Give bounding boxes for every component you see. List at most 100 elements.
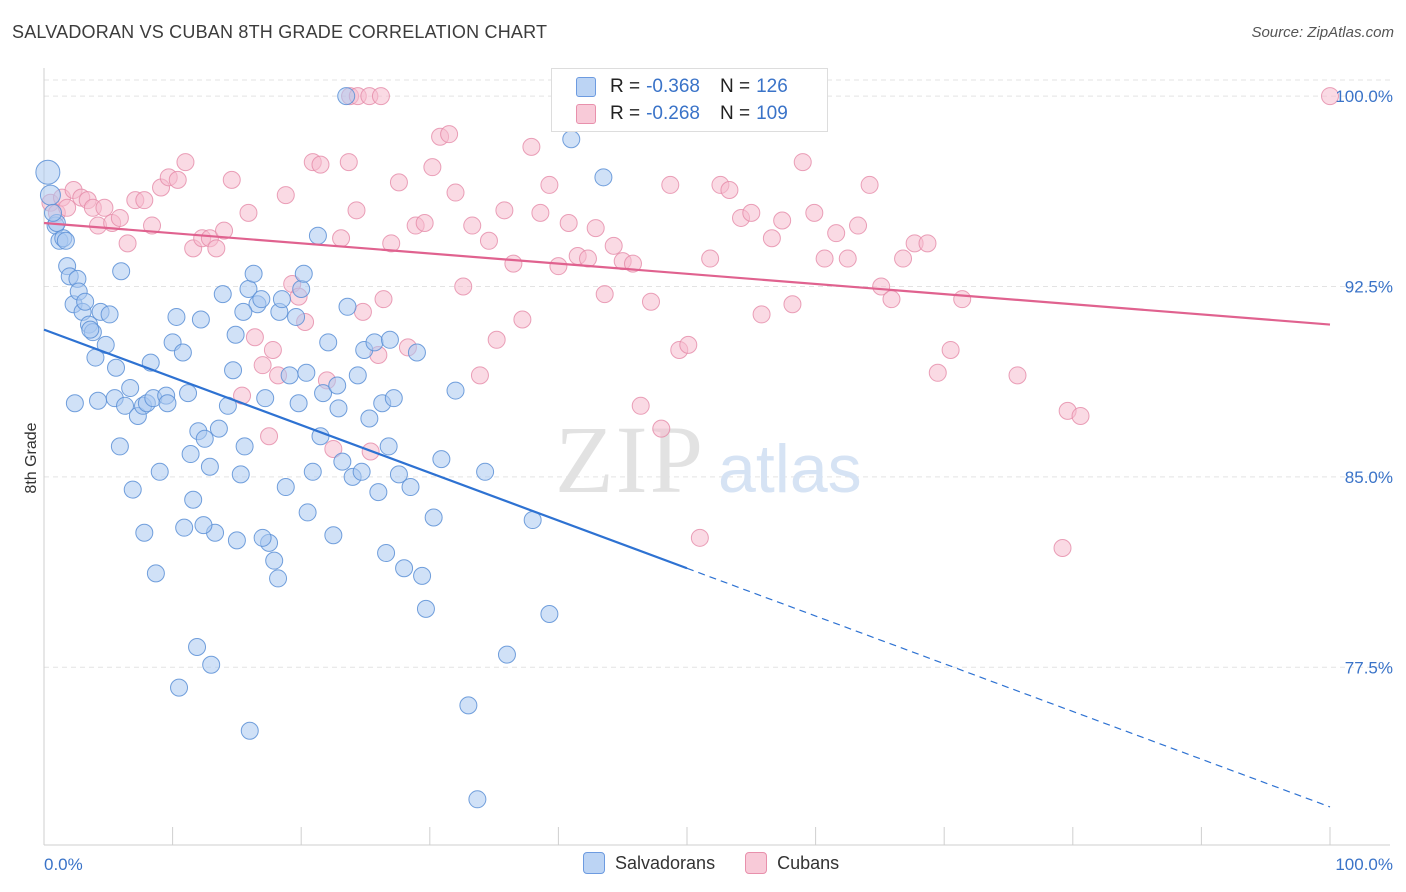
salvadoran-point bbox=[289, 394, 308, 413]
salvadoran-point bbox=[280, 366, 299, 385]
salvadoran-point bbox=[110, 437, 129, 456]
cuban-point bbox=[773, 211, 792, 230]
legend-item-salvadorans[interactable]: Salvadorans bbox=[583, 852, 715, 874]
cuban-point bbox=[143, 216, 162, 235]
cuban-point bbox=[1071, 406, 1090, 425]
salvadoran-point bbox=[328, 376, 347, 395]
cuban-point bbox=[701, 249, 720, 268]
salvadoran-point bbox=[200, 457, 219, 476]
cuban-point bbox=[263, 340, 282, 359]
cuban-point bbox=[793, 153, 812, 172]
salvadoran-point bbox=[540, 604, 559, 623]
cuban-point bbox=[586, 219, 605, 238]
cuban-point bbox=[882, 290, 901, 309]
legend-r-label: R = bbox=[610, 103, 641, 124]
cuban-point bbox=[168, 170, 187, 189]
salvadoran-point bbox=[365, 333, 384, 352]
salvadoran-point bbox=[395, 559, 414, 578]
cuban-point bbox=[872, 277, 891, 296]
cuban-point bbox=[679, 335, 698, 354]
cuban-point bbox=[513, 310, 532, 329]
cuban-point bbox=[661, 175, 680, 194]
salvadoran-point bbox=[107, 358, 126, 377]
cuban-point bbox=[815, 249, 834, 268]
cuban-point bbox=[752, 305, 771, 324]
cuban-point bbox=[623, 254, 642, 273]
salvadoran-point bbox=[256, 389, 275, 408]
salvadoran-point bbox=[35, 159, 61, 185]
y-tick-label: 100.0% bbox=[1335, 87, 1393, 106]
legend-item-cubans[interactable]: Cubans bbox=[745, 852, 839, 874]
legend-row-cubans: R = -0.268 N = 109 bbox=[576, 102, 788, 126]
salvadoran-point bbox=[44, 203, 63, 222]
cuban-point bbox=[641, 292, 660, 311]
cuban-point bbox=[742, 203, 761, 222]
cuban-point bbox=[631, 396, 650, 415]
cuban-point bbox=[860, 175, 879, 194]
salvadoran-point bbox=[195, 429, 214, 448]
legend-swatch-salvadorans bbox=[576, 77, 596, 97]
salvadoran-point bbox=[303, 462, 322, 481]
salvadoran-point bbox=[100, 305, 119, 324]
salvadoran-point bbox=[184, 490, 203, 509]
cuban-point bbox=[827, 224, 846, 243]
cuban-point bbox=[245, 328, 264, 347]
watermark: ZIP atlas bbox=[555, 406, 862, 513]
cuban-point bbox=[374, 290, 393, 309]
salvadoran-point bbox=[308, 226, 327, 245]
cuban-point bbox=[176, 153, 195, 172]
cuban-point bbox=[389, 173, 408, 192]
salvadoran-point bbox=[379, 437, 398, 456]
cuban-point bbox=[332, 229, 351, 248]
salvadoran-point bbox=[380, 330, 399, 349]
salvadoran-point bbox=[253, 528, 272, 547]
legend-r-label: R = bbox=[610, 76, 641, 97]
salvadoran-point bbox=[329, 399, 348, 418]
salvadoran-point bbox=[352, 462, 371, 481]
salvadoran-point bbox=[116, 396, 135, 415]
legend-r-value: -0.368 bbox=[646, 76, 700, 97]
cuban-point bbox=[549, 257, 568, 276]
cuban-point bbox=[720, 181, 739, 200]
source-label: Source: ZipAtlas.com bbox=[1251, 24, 1394, 41]
cuban-point bbox=[463, 216, 482, 235]
salvadoran-point bbox=[39, 184, 61, 206]
salvadoran-point bbox=[123, 480, 142, 499]
salvadoran-point bbox=[265, 551, 284, 570]
salvadoran-point bbox=[231, 465, 250, 484]
legend-r-value: -0.268 bbox=[646, 103, 700, 124]
salvadoran-point bbox=[112, 262, 131, 281]
cuban-point bbox=[423, 158, 442, 177]
cuban-point bbox=[604, 236, 623, 255]
cuban-point bbox=[487, 330, 506, 349]
salvadoran-point bbox=[297, 363, 316, 382]
cuban-point bbox=[324, 439, 343, 458]
salvadoran-point bbox=[497, 645, 516, 664]
salvadoran-point bbox=[377, 544, 396, 563]
y-tick-label: 92.5% bbox=[1345, 277, 1393, 296]
salvadoran-point bbox=[269, 569, 288, 588]
cuban-point bbox=[762, 229, 781, 248]
salvadoran-point bbox=[324, 526, 343, 545]
salvadoran-point bbox=[272, 290, 291, 309]
salvadoran-point bbox=[319, 333, 338, 352]
salvadoran-point bbox=[446, 381, 465, 400]
salvadoran-point bbox=[146, 564, 165, 583]
salvadoran-point bbox=[333, 452, 352, 471]
legend-label-salvadorans: Salvadorans bbox=[615, 852, 716, 873]
cuban-point bbox=[495, 201, 514, 220]
salvadoran-point bbox=[294, 264, 313, 283]
cuban-point bbox=[652, 419, 671, 438]
trend-lines bbox=[43, 221, 1331, 808]
salvadoran-point bbox=[348, 366, 367, 385]
salvadoran-points bbox=[35, 87, 613, 809]
gridlines bbox=[44, 79, 1390, 668]
legend-swatch-cubans bbox=[576, 104, 596, 124]
salvadoran-point bbox=[337, 87, 356, 106]
salvadoran-point bbox=[384, 389, 403, 408]
cuban-point bbox=[253, 356, 272, 375]
salvadoran-point bbox=[194, 516, 213, 535]
salvadoran-point bbox=[459, 696, 478, 715]
salvadoran-point bbox=[158, 394, 177, 413]
tick-labels: 77.5% 85.0% 92.5% 100.0% 0.0% 100.0% 8th Grade bbox=[23, 87, 1393, 874]
